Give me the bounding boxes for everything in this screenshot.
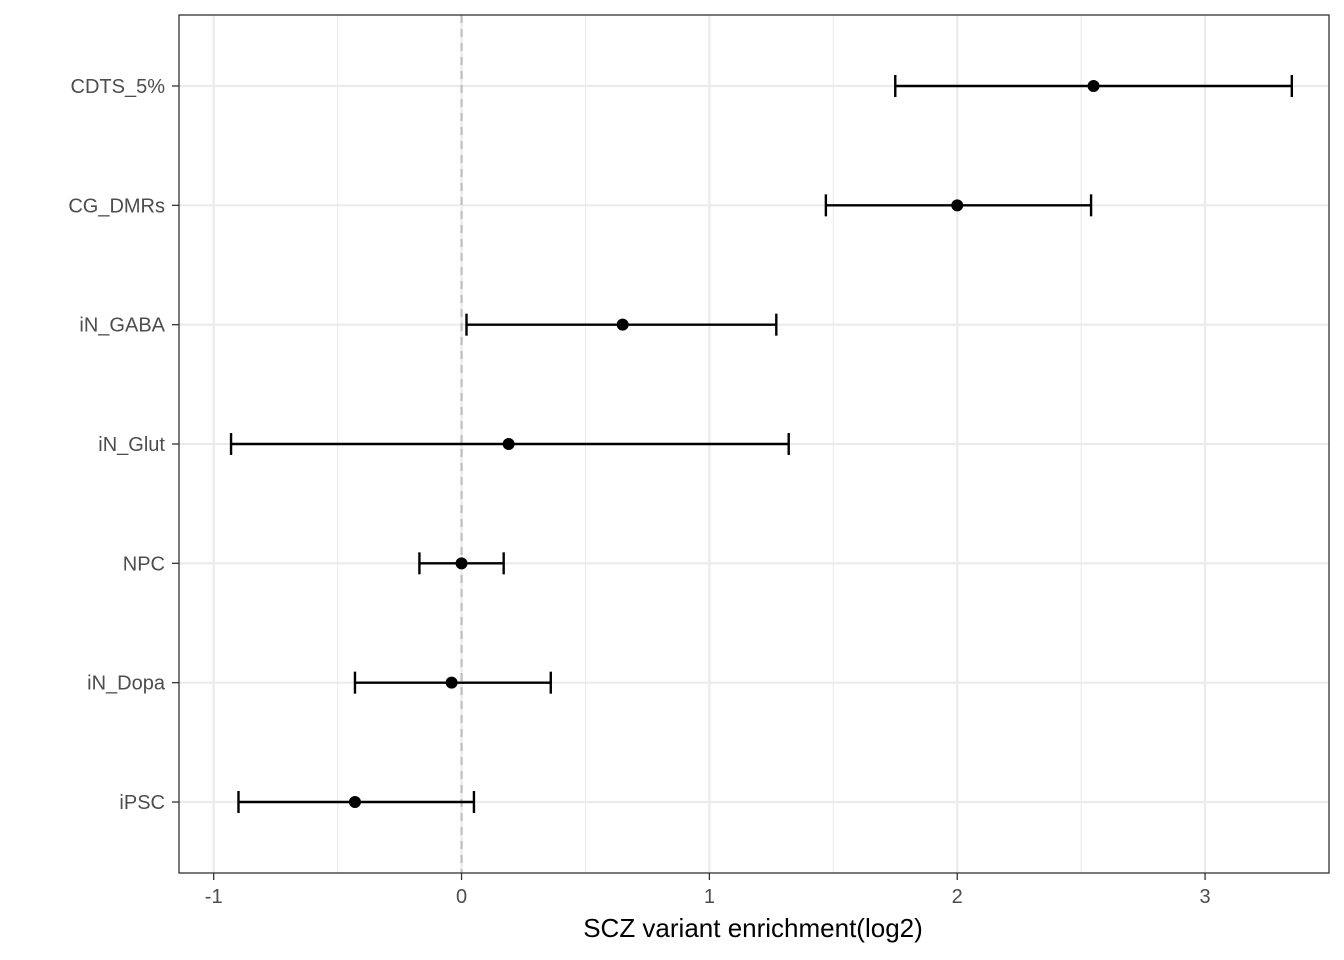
y-tick-label: iN_Dopa [87,673,166,695]
x-axis-label: SCZ variant enrichment(log2) [583,913,923,943]
x-tick-label: 0 [456,886,467,908]
estimate-point [455,557,468,570]
x-tick-label: 2 [952,886,963,908]
y-tick-label: CG_DMRs [68,195,165,217]
y-tick-label: iN_Glut [98,434,165,456]
x-tick-label: 3 [1200,886,1211,908]
estimate-point [445,676,458,689]
estimate-point [348,796,361,808]
y-axis: CDTS_5% CG_DMRs iN_GABA iN_Glut NPC iN_Dopa iP… [68,76,179,814]
x-axis: -1 0 1 2 3 [205,873,1211,908]
y-tick-label: iPSC [119,792,165,814]
y-tick-label: NPC [123,553,165,575]
estimate-points [348,80,1100,808]
y-tick-label: CDTS_5% [71,76,166,98]
x-tick-label: -1 [205,886,223,908]
x-tick-label: 1 [704,886,715,908]
estimate-point [951,199,964,212]
estimate-point [502,438,515,450]
estimate-point [1087,80,1100,92]
y-tick-label: iN_GABA [79,315,165,337]
estimate-point [616,318,629,331]
